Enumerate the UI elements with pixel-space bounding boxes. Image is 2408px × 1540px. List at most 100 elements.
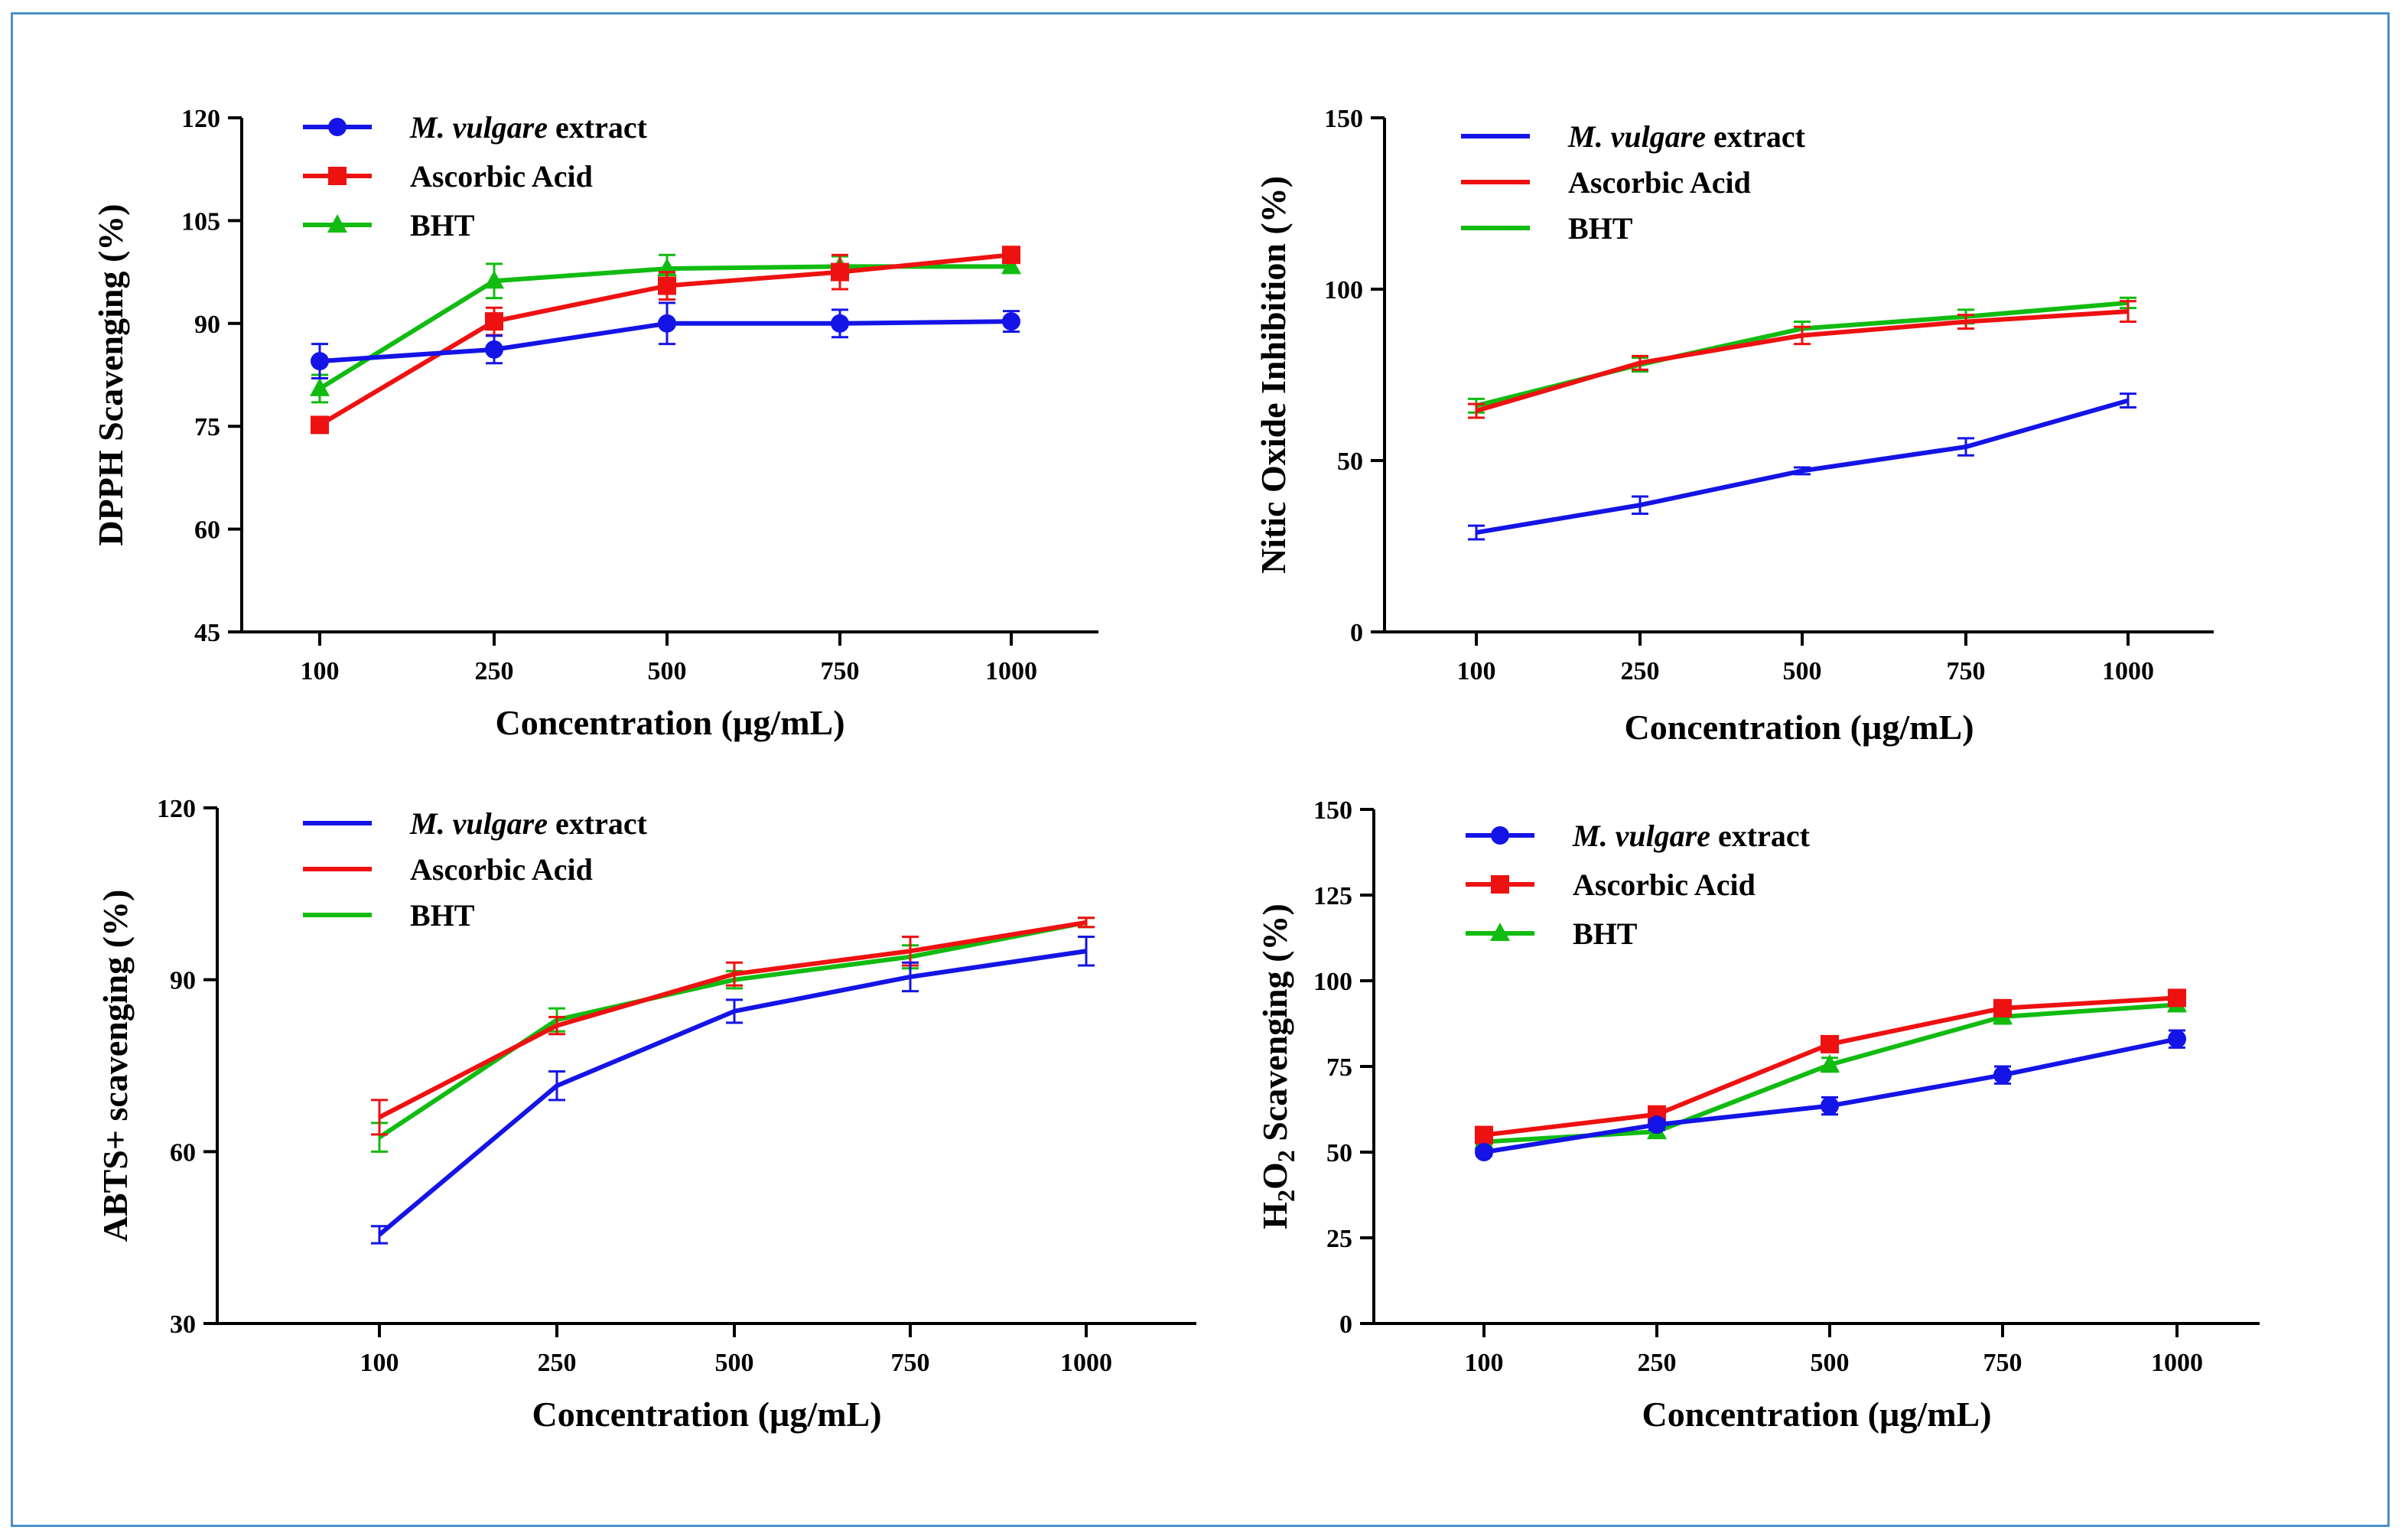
y-tick-label: 105	[181, 207, 220, 236]
legend-label-text: extract	[548, 806, 648, 841]
data-point	[1001, 256, 1021, 275]
legend-label: M. vulgare extract	[1572, 819, 1811, 853]
y-tick-label: 25	[1326, 1225, 1352, 1253]
y-axis-title-part: 2	[1272, 1190, 1300, 1202]
series-bht	[1474, 994, 2187, 1150]
series-extract	[1468, 392, 2136, 541]
legend: M. vulgare extract Ascorbic Acid BHT	[1466, 819, 1811, 951]
x-tick-label: 100	[301, 657, 340, 685]
legend-item-bht: BHT	[303, 898, 475, 933]
y-axis-title: H2O2 Scavenging (%)	[1255, 903, 1300, 1229]
legend-label: BHT	[410, 208, 475, 243]
legend-label-text: extract	[548, 110, 648, 145]
y-tick-label: 60	[170, 1138, 196, 1167]
series-extract	[371, 936, 1095, 1245]
chart-panel-dpph: 45 60 75 90 105 120 100 250 500 750 1000 Concentrat…	[91, 105, 1098, 742]
series-bht	[371, 917, 1095, 1153]
y-axis-title: Nitic Oxide Inhibition (%)	[1254, 176, 1293, 574]
data-point	[831, 262, 849, 282]
data-point	[311, 352, 329, 371]
x-tick-label: 500	[648, 657, 687, 685]
data-point	[1821, 1096, 1839, 1115]
series-extract	[1475, 1029, 2186, 1161]
legend-label-text: BHT	[1573, 917, 1638, 951]
x-axis-title: Concentration (µg/mL)	[1642, 1395, 1991, 1434]
data-point	[2168, 1030, 2186, 1049]
x-tick-label: 750	[891, 1349, 930, 1377]
x-tick-label: 500	[715, 1349, 754, 1377]
legend-label: BHT	[1568, 211, 1633, 246]
x-tick-label: 100	[360, 1349, 399, 1377]
legend-item-bht: BHT	[1461, 211, 1633, 246]
data-point	[311, 415, 329, 435]
x-tick-label: 250	[475, 657, 514, 685]
series-line	[1476, 309, 2129, 413]
x-tick-label: 250	[538, 1349, 577, 1377]
x-tick-label: 1000	[985, 657, 1037, 685]
series-line	[378, 920, 1087, 1120]
legend-marker	[328, 118, 347, 136]
y-tick-label: 150	[1324, 105, 1363, 133]
legend-item-ascorbic: Ascorbic Acid	[1461, 165, 1751, 200]
legend-label: BHT	[1573, 917, 1638, 951]
legend-label-text: BHT	[1568, 211, 1633, 246]
y-tick-label: 125	[1313, 882, 1352, 910]
series-ascorbic	[311, 246, 1020, 435]
legend-item-extract: M. vulgare extract	[1466, 819, 1811, 853]
x-tick-label: 250	[1638, 1349, 1677, 1377]
x-axis-title: Concentration (µg/mL)	[532, 1395, 881, 1434]
data-point	[831, 314, 849, 333]
series-ascorbic	[1475, 988, 2186, 1144]
data-point	[484, 270, 504, 289]
x-tick-label: 250	[1621, 657, 1660, 685]
legend-label-italic: M. vulgare	[1572, 819, 1710, 853]
legend-label: BHT	[410, 898, 475, 933]
legend-item-ascorbic: Ascorbic Acid	[303, 159, 593, 194]
legend: M. vulgare extract Ascorbic Acid BHT	[1461, 119, 1806, 246]
legend-label-text: extract	[1710, 819, 1811, 853]
legend-label-text: BHT	[410, 898, 475, 933]
data-point	[1993, 998, 2012, 1017]
y-tick-label: 120	[157, 795, 196, 823]
legend-label-italic: M. vulgare	[1567, 119, 1706, 154]
legend-label: Ascorbic Acid	[1573, 868, 1756, 902]
chart-panel-no: 0 50 100 150 100 250 500 750 1000 Concentration (…	[1254, 105, 2214, 747]
y-tick-label: 90	[170, 967, 196, 995]
y-axis-title-part: O	[1255, 1162, 1294, 1190]
y-tick-label: 0	[1339, 1310, 1352, 1339]
data-point	[658, 276, 676, 295]
y-tick-label: 50	[1337, 448, 1363, 476]
series-ascorbic	[1468, 300, 2136, 419]
data-point	[2168, 988, 2186, 1008]
chart-panel-abts: 30 60 90 120 100 250 500 750 1000 Concentration (…	[96, 795, 1196, 1434]
legend-label: M. vulgare extract	[409, 110, 648, 145]
legend-label-text: Ascorbic Acid	[410, 852, 593, 887]
y-tick-label: 60	[194, 516, 220, 545]
y-tick-label: 45	[194, 619, 220, 647]
legend: M. vulgare extract Ascorbic Acid BHT	[303, 806, 648, 933]
y-axis-title: DPPH Scavenging (%)	[91, 203, 130, 545]
legend-label-text: extract	[1706, 119, 1806, 154]
legend-marker	[327, 214, 347, 233]
y-tick-label: 100	[1324, 276, 1363, 304]
legend-marker	[1490, 923, 1510, 941]
legend-item-bht: BHT	[303, 208, 475, 243]
data-point	[1993, 1066, 2012, 1085]
legend-label: M. vulgare extract	[409, 806, 648, 841]
legend-label-text: BHT	[410, 208, 475, 243]
y-tick-label: 0	[1350, 619, 1363, 647]
legend-item-bht: BHT	[1466, 917, 1638, 951]
y-axis-title: ABTS+ scavenging (%)	[96, 890, 135, 1242]
y-tick-label: 30	[170, 1310, 196, 1339]
legend-marker	[328, 167, 347, 185]
legend-label-italic: M. vulgare	[409, 110, 548, 145]
data-point	[1821, 1034, 1839, 1053]
x-tick-label: 1000	[1060, 1349, 1112, 1377]
legend: M. vulgare extract Ascorbic Acid BHT	[303, 110, 648, 243]
legend-marker	[1491, 875, 1509, 894]
figure-frame	[11, 12, 2390, 1527]
x-tick-label: 1000	[2102, 657, 2154, 685]
chart-panel-h2o2: 0 25 50 75 100 125 150 100 250 500 750 1000 Concentr…	[1255, 796, 2260, 1434]
y-tick-label: 75	[194, 413, 220, 441]
y-tick-label: 90	[194, 311, 220, 339]
